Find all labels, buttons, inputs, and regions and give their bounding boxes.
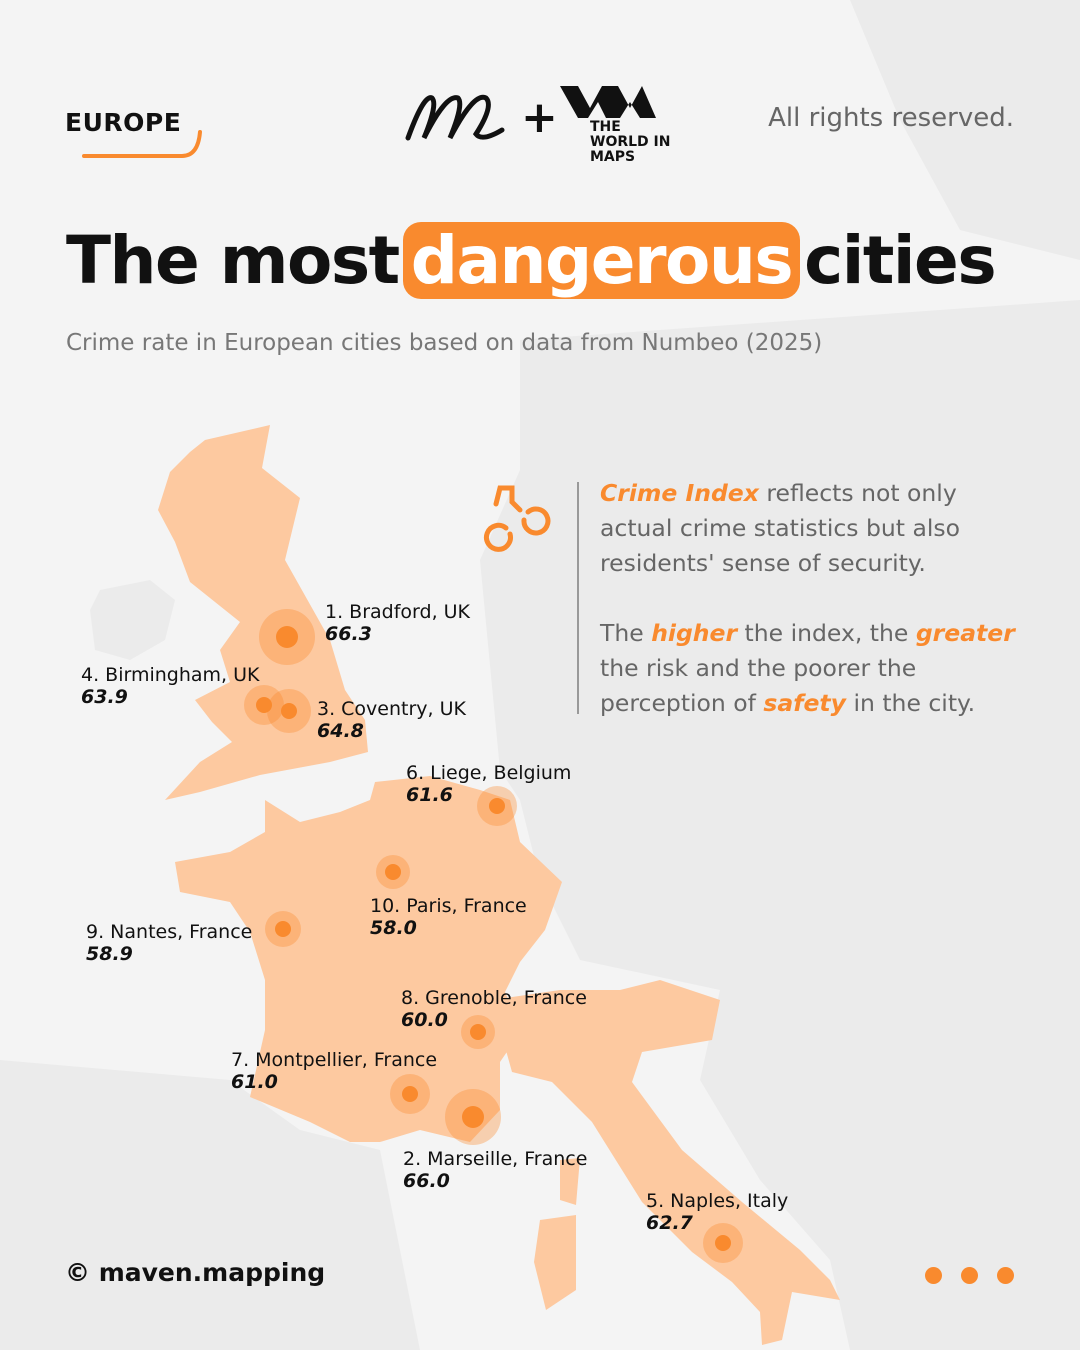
italy	[492, 980, 840, 1345]
rights-text: All rights reserved.	[768, 103, 1014, 133]
title-after: cities	[804, 222, 996, 299]
highlighted-countries	[158, 425, 840, 1345]
pagination-dots[interactable]	[925, 1267, 1014, 1284]
city-label: 7. Montpellier, France 61.0	[231, 1049, 437, 1093]
city-marker	[275, 921, 291, 937]
city-label: 10. Paris, France 58.0	[370, 895, 527, 939]
city-marker	[256, 697, 272, 713]
divider	[577, 482, 579, 714]
title-before: The most	[66, 222, 400, 299]
city-index: 58.9	[86, 943, 133, 965]
city-label: 1. Bradford, UK 66.3	[325, 601, 470, 645]
city-index: 63.9	[81, 686, 128, 708]
sardinia	[534, 1215, 576, 1310]
city-name: 10. Paris, France	[370, 895, 527, 917]
plus-sign: +	[521, 92, 558, 143]
city-name: 5. Naples, Italy	[646, 1190, 789, 1212]
city-index: 61.6	[406, 784, 453, 806]
city-index: 64.8	[317, 720, 364, 742]
city-index: 61.0	[231, 1071, 278, 1093]
city-index: 60.0	[401, 1009, 448, 1031]
city-label: 5. Naples, Italy 62.7	[646, 1190, 788, 1234]
city-marker	[276, 626, 298, 648]
city-name: 9. Nantes, France	[86, 921, 253, 943]
city-name: 6. Liege, Belgium	[406, 762, 572, 784]
region-underline	[82, 130, 202, 158]
city-label: 4. Birmingham, UK 63.9	[81, 664, 260, 708]
city-marker	[715, 1235, 731, 1251]
world-in-maps-logo: THE WORLD IN MAPS	[560, 84, 680, 165]
corsica	[560, 1158, 580, 1205]
city-index: 66.0	[403, 1170, 450, 1192]
page-title: The most dangerous cities	[66, 222, 997, 299]
city-index: 66.3	[325, 623, 372, 645]
city-label: 2. Marseille, France 66.0	[403, 1148, 587, 1192]
city-label: 6. Liege, Belgium 61.6	[406, 762, 571, 806]
city-marker	[489, 798, 505, 814]
city-marker	[402, 1086, 418, 1102]
subtitle: Crime rate in European cities based on d…	[66, 330, 823, 356]
city-name: 4. Birmingham, UK	[81, 664, 260, 686]
city-index: 62.7	[646, 1212, 693, 1234]
city-marker	[470, 1024, 486, 1040]
city-name: 8. Grenoble, France	[401, 987, 587, 1009]
title-highlight: dangerous	[402, 222, 801, 299]
city-marker	[281, 703, 297, 719]
city-name: 3. Coventry, UK	[317, 698, 466, 720]
great-britain	[158, 425, 368, 800]
city-marker	[385, 864, 401, 880]
credit: © maven.mapping	[65, 1258, 326, 1287]
city-label: 8. Grenoble, France 60.0	[401, 987, 587, 1031]
city-index: 58.0	[370, 917, 417, 939]
city-marker	[462, 1106, 484, 1128]
city-label: 9. Nantes, France 58.9	[86, 921, 252, 965]
logo-text: THE WORLD IN MAPS	[590, 119, 671, 165]
city-name: 2. Marseille, France	[403, 1148, 588, 1170]
france	[175, 776, 562, 1142]
city-name: 7. Montpellier, France	[231, 1049, 438, 1071]
city-name: 1. Bradford, UK	[325, 601, 471, 623]
info-text: Crime Index reflects not only actual cri…	[600, 479, 1015, 717]
region-label: EUROPE	[65, 108, 182, 137]
maven-logo	[405, 94, 505, 141]
handcuffs-icon	[484, 485, 551, 552]
city-markers	[244, 609, 743, 1263]
city-label: 3. Coventry, UK 64.8	[317, 698, 466, 742]
